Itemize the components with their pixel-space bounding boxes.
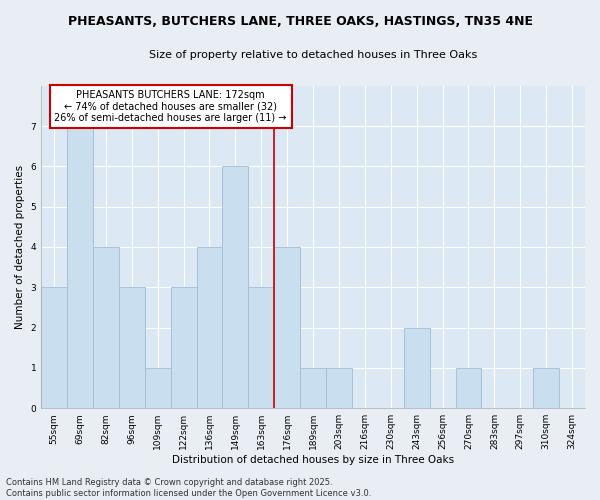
Bar [404, 328, 430, 408]
Bar [248, 288, 274, 408]
Y-axis label: Number of detached properties: Number of detached properties [15, 165, 25, 329]
Title: Size of property relative to detached houses in Three Oaks: Size of property relative to detached ho… [149, 50, 477, 60]
Text: Contains HM Land Registry data © Crown copyright and database right 2025.
Contai: Contains HM Land Registry data © Crown c… [6, 478, 371, 498]
Bar [41, 288, 67, 408]
Bar [93, 247, 119, 408]
Bar [223, 166, 248, 408]
Bar [533, 368, 559, 408]
Bar [170, 288, 197, 408]
Bar [145, 368, 170, 408]
Bar [300, 368, 326, 408]
Bar [455, 368, 481, 408]
Bar [326, 368, 352, 408]
Bar [119, 288, 145, 408]
Text: PHEASANTS, BUTCHERS LANE, THREE OAKS, HASTINGS, TN35 4NE: PHEASANTS, BUTCHERS LANE, THREE OAKS, HA… [67, 15, 533, 28]
Bar [274, 247, 300, 408]
Bar [197, 247, 223, 408]
Bar [67, 126, 93, 408]
Text: PHEASANTS BUTCHERS LANE: 172sqm
← 74% of detached houses are smaller (32)
26% of: PHEASANTS BUTCHERS LANE: 172sqm ← 74% of… [55, 90, 287, 123]
X-axis label: Distribution of detached houses by size in Three Oaks: Distribution of detached houses by size … [172, 455, 454, 465]
